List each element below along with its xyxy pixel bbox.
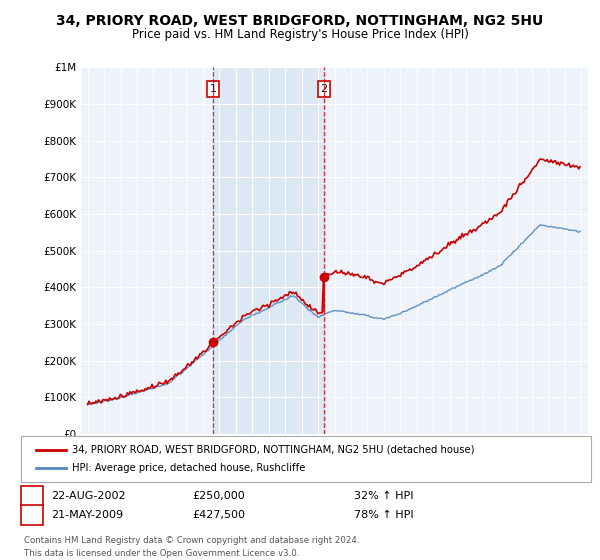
Text: £250,000: £250,000 — [192, 491, 245, 501]
Text: £427,500: £427,500 — [192, 510, 245, 520]
Text: 78% ↑ HPI: 78% ↑ HPI — [354, 510, 413, 520]
Text: 1: 1 — [209, 84, 217, 94]
Text: 21-MAY-2009: 21-MAY-2009 — [51, 510, 123, 520]
Text: 1: 1 — [28, 491, 35, 501]
Text: HPI: Average price, detached house, Rushcliffe: HPI: Average price, detached house, Rush… — [72, 463, 305, 473]
Text: Contains HM Land Registry data © Crown copyright and database right 2024.
This d: Contains HM Land Registry data © Crown c… — [24, 536, 359, 558]
Text: Price paid vs. HM Land Registry's House Price Index (HPI): Price paid vs. HM Land Registry's House … — [131, 28, 469, 41]
Text: 2: 2 — [320, 84, 328, 94]
Text: 34, PRIORY ROAD, WEST BRIDGFORD, NOTTINGHAM, NG2 5HU: 34, PRIORY ROAD, WEST BRIDGFORD, NOTTING… — [56, 14, 544, 28]
Bar — [213, 67, 324, 434]
Text: 34, PRIORY ROAD, WEST BRIDGFORD, NOTTINGHAM, NG2 5HU (detached house): 34, PRIORY ROAD, WEST BRIDGFORD, NOTTING… — [72, 445, 475, 455]
Text: 2: 2 — [28, 510, 35, 520]
Text: 32% ↑ HPI: 32% ↑ HPI — [354, 491, 413, 501]
Text: 22-AUG-2002: 22-AUG-2002 — [51, 491, 125, 501]
